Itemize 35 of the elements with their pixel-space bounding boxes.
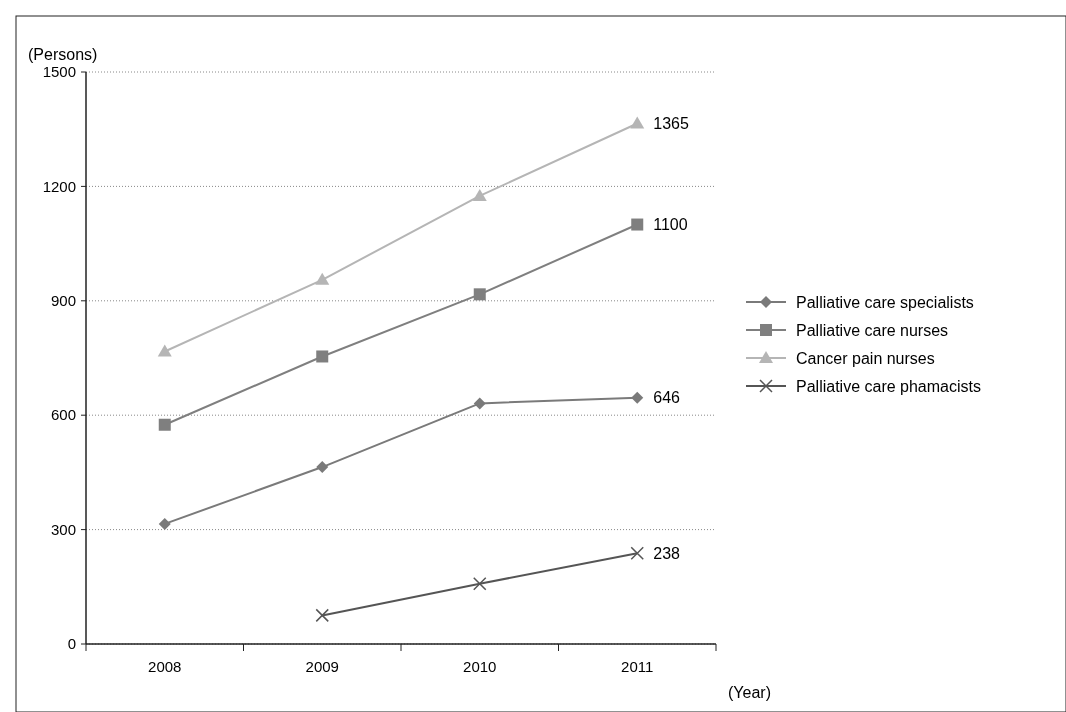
point [157,344,172,357]
data-label: 1365 [653,115,689,133]
point [315,272,330,285]
point [316,461,329,474]
point [316,350,329,363]
point [473,397,486,410]
legend-label: Palliative care phamacists [796,377,981,395]
data-label: 646 [653,389,681,407]
legend-label: Cancer pain nurses [796,349,935,367]
point [473,288,486,301]
point [472,188,487,201]
y-tick-label: 1200 [42,177,76,195]
x-tick-label: 2009 [305,658,339,675]
x-tick-label: 2011 [621,658,654,675]
y-tick-label: 600 [50,406,76,424]
data-label: 1100 [653,216,688,234]
y-tick-label: 1500 [42,63,76,81]
point [315,608,329,623]
point [473,577,487,591]
point [631,218,644,231]
y-tick-label: 300 [50,520,76,538]
point [630,546,644,560]
y-axis-title: (Persons) [28,46,98,63]
point [630,116,645,129]
y-tick-label: 900 [50,292,76,310]
x-tick-label: 2008 [148,658,182,675]
point [631,391,644,404]
point [158,517,171,530]
legend-label: Palliative care specialists [796,293,974,311]
y-tick-label: 0 [67,635,76,653]
legend-label: Palliative care nurses [796,321,949,339]
x-axis-title: (Year) [728,684,771,701]
point [158,418,171,431]
x-tick-label: 2010 [463,658,497,675]
data-label: 238 [653,544,681,562]
